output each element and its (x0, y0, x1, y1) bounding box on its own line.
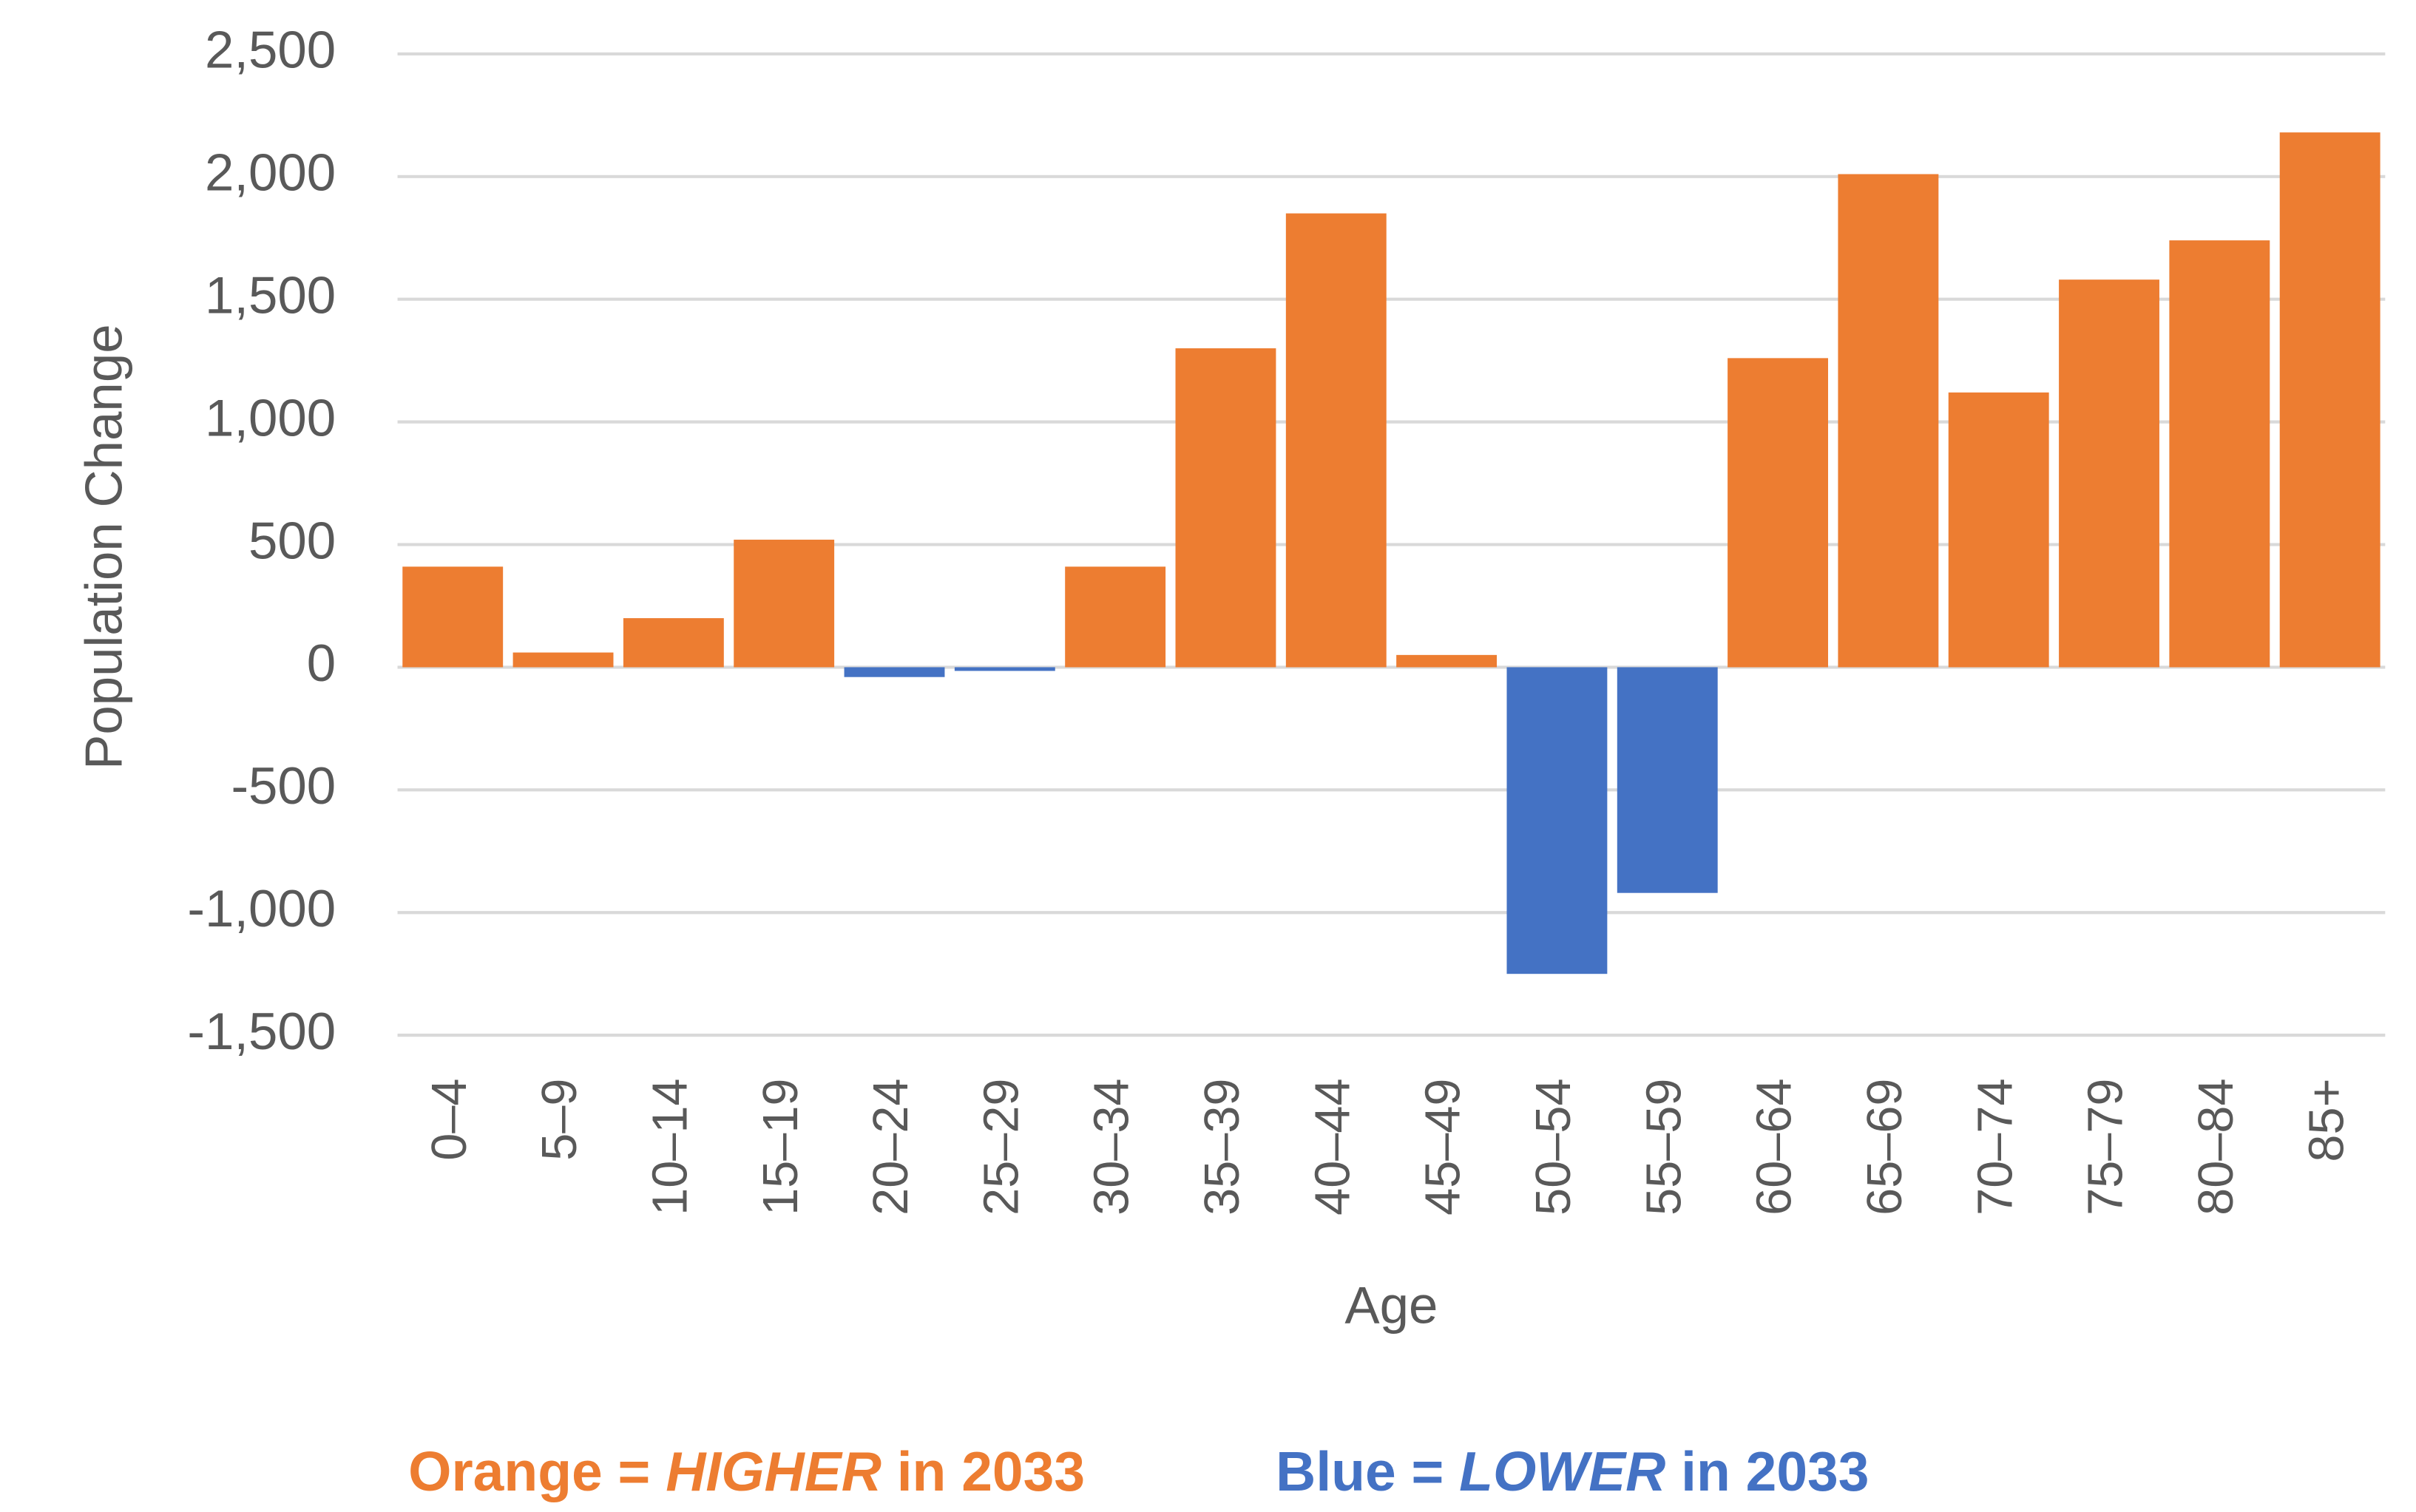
x-tick-label: 5–9 (532, 1078, 587, 1160)
x-axis-title: Age (1344, 1277, 1438, 1335)
y-tick-label: -500 (231, 757, 336, 816)
x-tick-label: 70–74 (1968, 1078, 2023, 1215)
x-tick-label: 85+ (2299, 1078, 2354, 1162)
bar (623, 618, 724, 668)
x-tick-label: 50–54 (1526, 1078, 1581, 1215)
y-tick-label: 2,500 (205, 21, 336, 80)
legend-note: Orange = HIGHER in 2033 (331, 1440, 1131, 1502)
x-tick-label: 0–4 (422, 1078, 477, 1160)
y-tick-label: 500 (248, 512, 336, 570)
x-tick-label: 75–79 (2079, 1078, 2134, 1215)
bar (1948, 392, 2049, 668)
note-part: LOWER (1459, 1440, 1665, 1502)
note-part: Orange = (408, 1440, 666, 1502)
bar (734, 539, 835, 668)
note-part: in 2033 (882, 1440, 1085, 1502)
bar (402, 566, 504, 668)
x-tick-label: 55–59 (1637, 1078, 1691, 1215)
y-axis-title: Population Change (75, 324, 134, 770)
y-tick-label: -1,500 (187, 1003, 336, 1061)
legend-note: Blue = LOWER in 2033 (1199, 1440, 1915, 1502)
y-tick-label: -1,000 (187, 880, 336, 938)
y-tick-label: 0 (307, 634, 336, 693)
bar (512, 652, 614, 668)
x-tick-label: 10–14 (643, 1078, 697, 1215)
bar (1285, 213, 1387, 668)
note-part: HIGHER (666, 1440, 882, 1502)
x-tick-label: 40–44 (1305, 1078, 1360, 1215)
x-tick-label: 35–39 (1195, 1078, 1250, 1215)
bar (1617, 667, 1718, 893)
bar (1065, 566, 1166, 668)
x-tick-label: 15–19 (754, 1078, 808, 1215)
note-part: Blue = (1276, 1440, 1459, 1502)
x-tick-label: 60–64 (1747, 1078, 1802, 1215)
x-tick-label: 25–29 (974, 1078, 1029, 1215)
bar (1175, 348, 1276, 668)
x-tick-label: 65–69 (1858, 1078, 1912, 1215)
bar (1396, 654, 1498, 668)
bar (954, 667, 1055, 671)
y-tick-label: 2,000 (205, 144, 336, 203)
y-tick-label: 1,000 (205, 389, 336, 447)
y-tick-label: 1,500 (205, 266, 336, 325)
x-tick-label: 80–84 (2189, 1078, 2244, 1215)
x-tick-label: 30–34 (1085, 1078, 1140, 1215)
bar (2279, 132, 2381, 668)
bar (1728, 358, 1829, 668)
x-tick-label: 20–24 (864, 1078, 918, 1215)
bar (1838, 174, 1939, 668)
bar (844, 667, 945, 677)
bar (2169, 240, 2270, 668)
x-tick-label: 45–49 (1416, 1078, 1471, 1215)
bar (2059, 279, 2159, 668)
note-part: in 2033 (1665, 1440, 1869, 1502)
bar (1506, 667, 1608, 974)
